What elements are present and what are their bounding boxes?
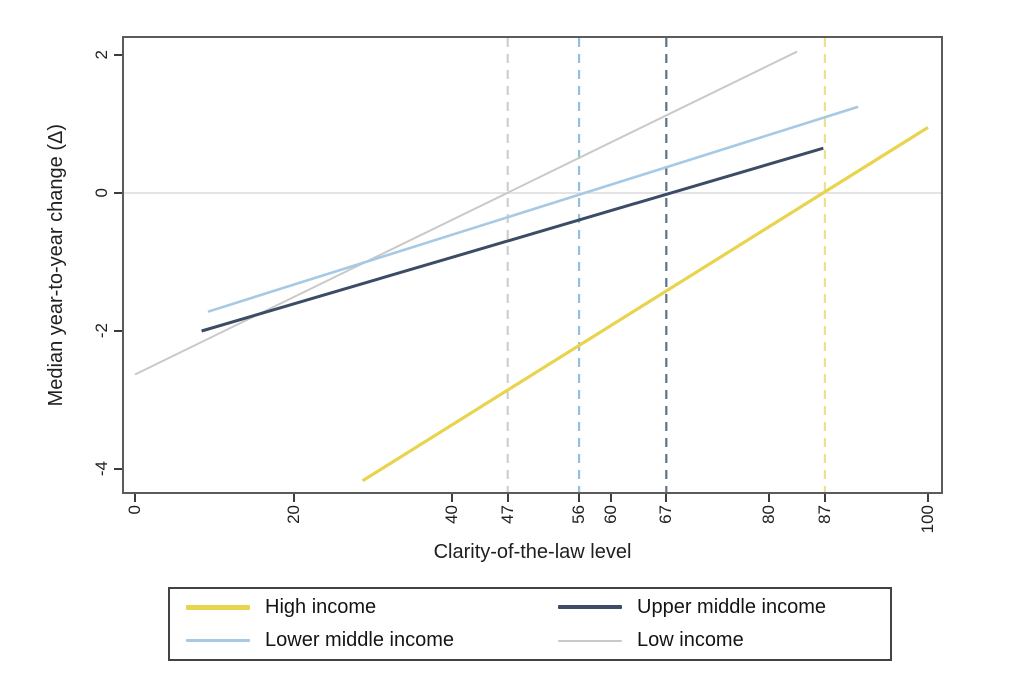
legend-label: Lower middle income	[265, 629, 454, 652]
x-tick-47	[506, 494, 509, 502]
legend-swatch-lower-middle-income	[186, 639, 250, 643]
x-tick-87	[823, 494, 826, 502]
y-tick-label--2: -2	[91, 299, 113, 363]
legend-swatch-high-income	[186, 604, 250, 610]
x-tick-20	[292, 494, 295, 502]
y-tick-0	[114, 192, 122, 194]
y-axis-title-text: Median year-to-year change (Δ)	[44, 123, 67, 407]
x-tick-label-text: 0	[125, 505, 144, 515]
x-tick-56	[578, 494, 581, 502]
legend-label: High income	[265, 595, 377, 618]
legend-item-upper-middle-income: Upper middle income	[542, 592, 890, 622]
y-tick--4	[114, 468, 122, 470]
y-tick--2	[114, 330, 122, 332]
legend-box: High income Upper middle income Lower midd…	[168, 587, 892, 661]
x-tick-label-text: 20	[283, 505, 303, 524]
x-tick-label-text: 47	[497, 505, 517, 524]
series-line-low-income	[134, 50, 798, 376]
x-tick-40	[451, 494, 454, 502]
y-tick-label-text: 0	[92, 188, 111, 198]
legend-item-low-income: Low income	[542, 626, 890, 656]
y-tick-label-text: 2	[92, 50, 111, 60]
x-tick-80	[768, 494, 771, 502]
plot-area	[122, 36, 943, 494]
x-tick-label-text: 60	[600, 505, 620, 524]
y-tick-2	[114, 54, 122, 56]
y-tick-label-text: -4	[92, 461, 111, 477]
legend-item-high-income: High income	[170, 592, 542, 622]
x-tick-label-text: 100	[918, 505, 937, 534]
y-axis-title: Median year-to-year change (Δ)	[38, 36, 74, 494]
x-tick-label-text: 56	[569, 505, 589, 524]
y-tick-label-text: -2	[92, 323, 111, 339]
x-tick-67	[665, 494, 668, 502]
x-tick-label-text: 87	[814, 505, 834, 524]
x-tick-label-text: 40	[442, 505, 462, 524]
x-tick-0	[134, 494, 136, 502]
series-line-lower-middle-income	[207, 105, 859, 313]
series-line-high-income	[361, 126, 929, 483]
y-tick-label--4: -4	[91, 437, 113, 501]
legend-swatch-low-income	[558, 639, 622, 642]
legend-swatch-upper-middle-income	[558, 605, 622, 610]
series-line-upper-middle-income	[201, 146, 824, 333]
x-tick-label-text: 67	[656, 505, 676, 524]
x-tick-100	[927, 494, 929, 502]
plot-canvas	[124, 38, 941, 492]
x-tick-label-text: 80	[759, 505, 779, 524]
legend-item-lower-middle-income: Lower middle income	[170, 626, 542, 656]
y-tick-label-0: 0	[91, 161, 113, 225]
legend-label: Upper middle income	[637, 595, 826, 618]
x-axis-title: Clarity-of-the-law level	[433, 541, 632, 563]
y-tick-label-2: 2	[91, 23, 113, 87]
x-tick-60	[609, 494, 612, 502]
legend-label: Low income	[637, 629, 744, 652]
